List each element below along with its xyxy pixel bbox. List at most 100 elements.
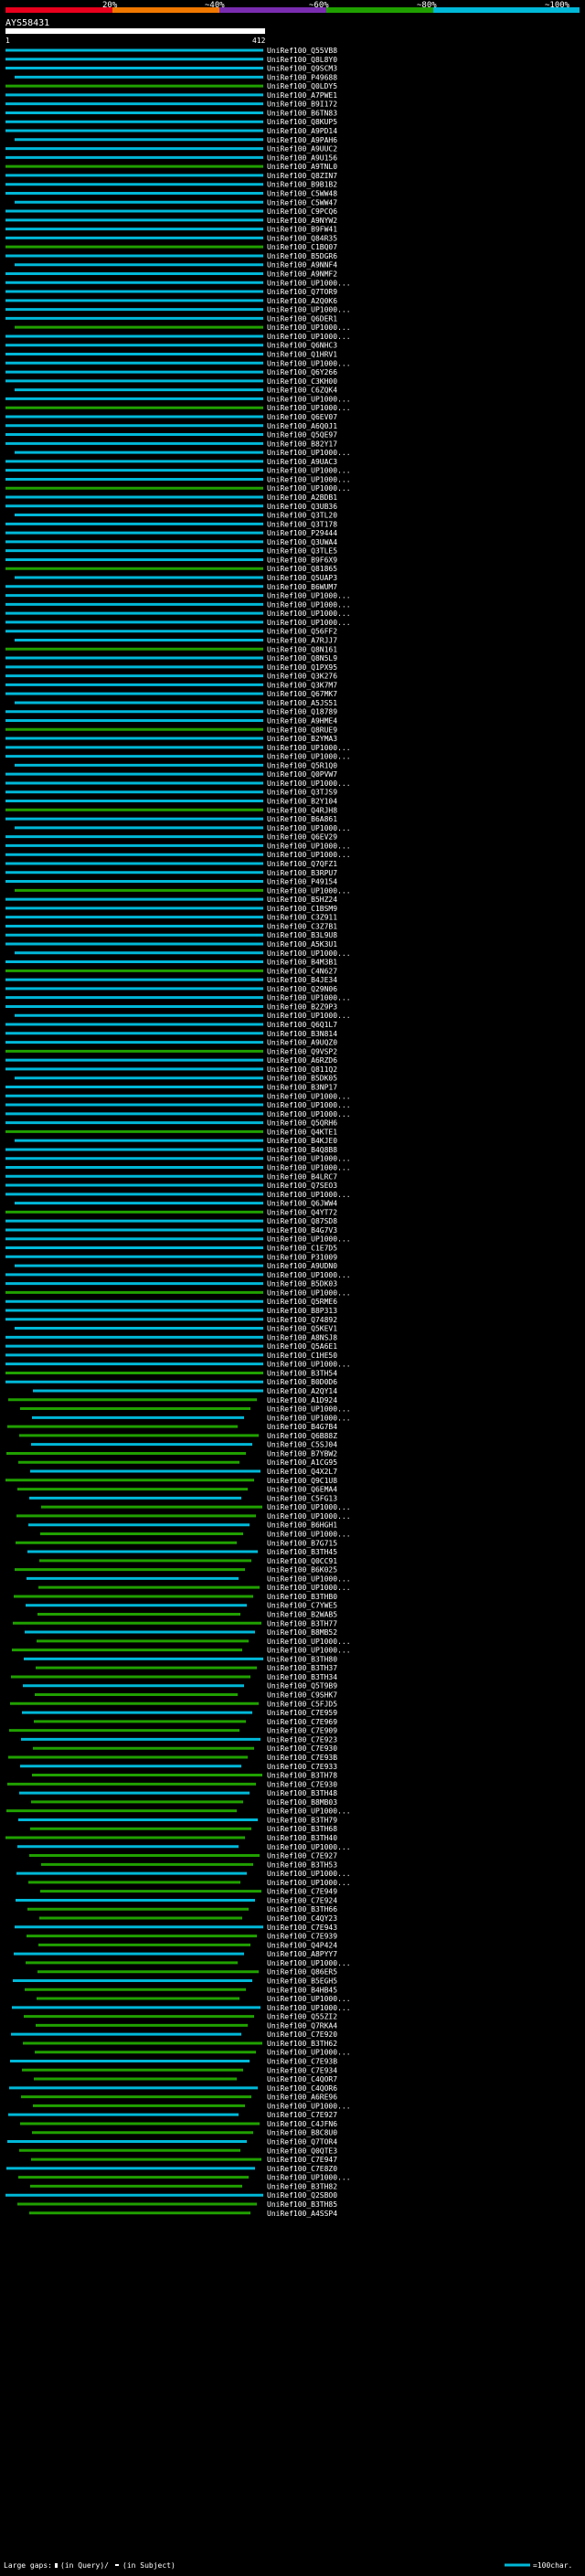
hit-label[interactable]: UniRef100_B9B1B2 xyxy=(267,181,337,189)
hit-label[interactable]: UniRef100_B5DGR6 xyxy=(267,252,337,260)
hit-label[interactable]: UniRef100_C7E930 xyxy=(267,1744,337,1753)
hit-label[interactable]: UniRef100_Q7RKA4 xyxy=(267,2021,337,2030)
hit-label[interactable]: UniRef100_Q4KTE1 xyxy=(267,1128,337,1136)
hit-label[interactable]: UniRef100_UP1000... xyxy=(267,1164,351,1172)
hit-label[interactable]: UniRef100_C5WW47 xyxy=(267,198,337,207)
hit-label[interactable]: UniRef100_UP1000... xyxy=(267,1405,351,1414)
hit-label[interactable]: UniRef100_C7E909 xyxy=(267,1727,337,1735)
hit-label[interactable]: UniRef100_Q87SD8 xyxy=(267,1217,337,1225)
hit-label[interactable]: UniRef100_UP1000... xyxy=(267,1512,351,1521)
hit-label[interactable]: UniRef100_Q3UB36 xyxy=(267,503,337,511)
hit-label[interactable]: UniRef100_A9NMF2 xyxy=(267,270,337,279)
hit-label[interactable]: UniRef100_B5DK03 xyxy=(267,1280,337,1288)
hit-label[interactable]: UniRef100_A9NYW2 xyxy=(267,217,337,225)
hit-label[interactable]: UniRef100_C5SJ04 xyxy=(267,1441,337,1449)
hit-label[interactable]: UniRef100_Q3K7M7 xyxy=(267,681,337,689)
hit-label[interactable]: UniRef100_A9NNF4 xyxy=(267,261,337,270)
hit-label[interactable]: UniRef100_A9UDN0 xyxy=(267,1262,337,1270)
hit-label[interactable]: UniRef100_UP1000... xyxy=(267,619,351,627)
hit-label[interactable]: UniRef100_Q5R1Q0 xyxy=(267,761,337,769)
hit-label[interactable]: UniRef100_B2WAB5 xyxy=(267,1611,337,1619)
hit-label[interactable]: UniRef100_UP1000... xyxy=(267,1101,351,1109)
hit-label[interactable]: UniRef100_A6RZD6 xyxy=(267,1056,337,1065)
hit-label[interactable]: UniRef100_Q6JWW4 xyxy=(267,1200,337,1208)
hit-label[interactable]: UniRef100_UP1000... xyxy=(267,2049,351,2057)
hit-label[interactable]: UniRef100_B6TN83 xyxy=(267,109,337,117)
hit-label[interactable]: UniRef100_P29444 xyxy=(267,529,337,537)
hit-label[interactable]: UniRef100_Q3T178 xyxy=(267,520,337,528)
hit-label[interactable]: UniRef100_UP1000... xyxy=(267,1574,351,1583)
hit-label[interactable]: UniRef100_Q6Y266 xyxy=(267,368,337,376)
hit-label[interactable]: UniRef100_A7RJJ7 xyxy=(267,636,337,644)
hit-label[interactable]: UniRef100_B3TH68 xyxy=(267,1825,337,1833)
hit-label[interactable]: UniRef100_A6Q0J1 xyxy=(267,422,337,430)
hit-label[interactable]: UniRef100_Q9SCM3 xyxy=(267,65,337,73)
hit-label[interactable]: UniRef100_A8PYY7 xyxy=(267,1950,337,1958)
hit-label[interactable]: UniRef100_Q6EV29 xyxy=(267,833,337,842)
hit-label[interactable]: UniRef100_B2Z9P3 xyxy=(267,1002,337,1011)
hit-label[interactable]: UniRef100_C5FJD5 xyxy=(267,1700,337,1708)
hit-label[interactable]: UniRef100_Q8RUE9 xyxy=(267,726,337,734)
hit-label[interactable]: UniRef100_Q5A6E1 xyxy=(267,1342,337,1351)
hit-label[interactable]: UniRef100_UP1000... xyxy=(267,359,351,367)
hit-label[interactable]: UniRef100_C7E969 xyxy=(267,1718,337,1726)
hit-label[interactable]: UniRef100_A9PD14 xyxy=(267,127,337,135)
hit-label[interactable]: UniRef100_B7G715 xyxy=(267,1539,337,1547)
hit-label[interactable]: UniRef100_Q0PVW7 xyxy=(267,770,337,779)
hit-label[interactable]: UniRef100_A9PAH6 xyxy=(267,136,337,144)
hit-label[interactable]: UniRef100_B4HB45 xyxy=(267,1986,337,1994)
hit-label[interactable]: UniRef100_Q3TJS9 xyxy=(267,789,337,797)
hit-label[interactable]: UniRef100_B2Y104 xyxy=(267,798,337,806)
hit-label[interactable]: UniRef100_UP1000... xyxy=(267,592,351,600)
hit-label[interactable]: UniRef100_C7E930 xyxy=(267,1780,337,1788)
hit-label[interactable]: UniRef100_Q6Q1L7 xyxy=(267,1021,337,1029)
hit-label[interactable]: UniRef100_UP1000... xyxy=(267,449,351,457)
hit-label[interactable]: UniRef100_Q7QFZ1 xyxy=(267,860,337,868)
hit-label[interactable]: UniRef100_C3Z911 xyxy=(267,914,337,922)
hit-label[interactable]: UniRef100_B5DK05 xyxy=(267,1075,337,1083)
hit-label[interactable]: UniRef100_UP1000... xyxy=(267,306,351,314)
hit-label[interactable]: UniRef100_B3TH82 xyxy=(267,2182,337,2190)
hit-label[interactable]: UniRef100_B6HGH1 xyxy=(267,1521,337,1530)
hit-label[interactable]: UniRef100_UP1000... xyxy=(267,1361,351,1369)
hit-label[interactable]: UniRef100_A8NSJ8 xyxy=(267,1333,337,1341)
hit-label[interactable]: UniRef100_A4SSP4 xyxy=(267,2210,337,2218)
hit-label[interactable]: UniRef100_B4G7V3 xyxy=(267,1226,337,1235)
hit-label[interactable]: UniRef100_B3L9U8 xyxy=(267,931,337,939)
hit-label[interactable]: UniRef100_B3RPU7 xyxy=(267,869,337,877)
hit-label[interactable]: UniRef100_B5EGH5 xyxy=(267,1977,337,1985)
hit-label[interactable]: UniRef100_UP1000... xyxy=(267,1012,351,1020)
hit-label[interactable]: UniRef100_C7E943 xyxy=(267,1924,337,1932)
hit-label[interactable]: UniRef100_B6A861 xyxy=(267,815,337,823)
hit-label[interactable]: UniRef100_Q55ZI2 xyxy=(267,2013,337,2021)
hit-label[interactable]: UniRef100_B3TH80 xyxy=(267,1655,337,1663)
hit-label[interactable]: UniRef100_Q86ER5 xyxy=(267,1968,337,1977)
hit-label[interactable]: UniRef100_B5HZ24 xyxy=(267,896,337,904)
hit-label[interactable]: UniRef100_UP1000... xyxy=(267,1584,351,1592)
hit-label[interactable]: UniRef100_C1BQ07 xyxy=(267,243,337,251)
hit-label[interactable]: UniRef100_B3TH77 xyxy=(267,1619,337,1627)
hit-label[interactable]: UniRef100_B9F6X9 xyxy=(267,556,337,564)
hit-label[interactable]: UniRef100_Q84R35 xyxy=(267,234,337,242)
hit-label[interactable]: UniRef100_B4M3B1 xyxy=(267,959,337,967)
hit-label[interactable]: UniRef100_Q4X2L7 xyxy=(267,1468,337,1476)
hit-label[interactable]: UniRef100_B3TH85 xyxy=(267,2200,337,2209)
hit-label[interactable]: UniRef100_B7YBW2 xyxy=(267,1449,337,1458)
hit-label[interactable]: UniRef100_B4KJE0 xyxy=(267,1137,337,1145)
hit-label[interactable]: UniRef100_B2YMA3 xyxy=(267,735,337,743)
hit-label[interactable]: UniRef100_A7PWE1 xyxy=(267,91,337,100)
hit-label[interactable]: UniRef100_A9HME4 xyxy=(267,717,337,726)
hit-label[interactable]: UniRef100_A2BDB1 xyxy=(267,493,337,502)
hit-label[interactable]: UniRef100_A6RE96 xyxy=(267,2094,337,2102)
hit-label[interactable]: UniRef100_B9FW41 xyxy=(267,226,337,234)
hit-label[interactable]: UniRef100_UP1000... xyxy=(267,1155,351,1163)
hit-label[interactable]: UniRef100_P49154 xyxy=(267,878,337,886)
hit-label[interactable]: UniRef100_A9UUC2 xyxy=(267,145,337,154)
hit-label[interactable]: UniRef100_Q3K276 xyxy=(267,673,337,681)
hit-label[interactable]: UniRef100_C7E920 xyxy=(267,2030,337,2039)
hit-label[interactable]: UniRef100_B9I172 xyxy=(267,101,337,109)
hit-label[interactable]: UniRef100_A5JS51 xyxy=(267,699,337,707)
hit-label[interactable]: UniRef100_C3KH00 xyxy=(267,377,337,386)
hit-label[interactable]: UniRef100_Q5T9B9 xyxy=(267,1682,337,1691)
hit-label[interactable]: UniRef100_UP1000... xyxy=(267,610,351,618)
